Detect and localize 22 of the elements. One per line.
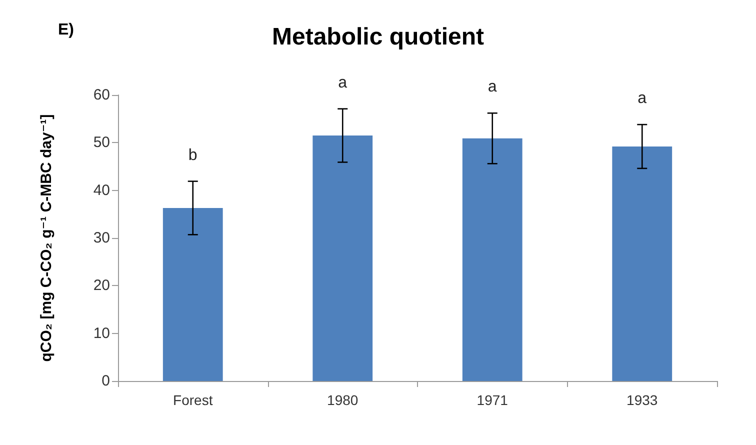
- chart-title: Metabolic quotient: [272, 24, 484, 50]
- annotation: a: [338, 74, 348, 92]
- annotation: a: [638, 90, 647, 108]
- x-tick-label: 1980: [327, 392, 358, 408]
- text: E): [58, 22, 74, 38]
- bar: [462, 138, 522, 381]
- y-axis-title: qCO₂ [mg C-CO₂ g⁻¹ C-MBC day⁻¹]: [38, 114, 55, 362]
- y-tick-label: 30: [93, 230, 110, 246]
- y-tick-label: 20: [93, 277, 110, 294]
- y-tick-label: 50: [93, 134, 110, 152]
- bar: [162, 208, 223, 381]
- y-tick-label: 40: [93, 182, 110, 199]
- y-tick-label: 60: [93, 86, 110, 104]
- bar: [312, 136, 373, 381]
- annotation: b: [188, 146, 198, 164]
- x-tick-label: 1933: [626, 392, 658, 408]
- x-tick-label: Forest: [173, 392, 213, 408]
- y-tick-label: 10: [93, 324, 110, 342]
- x-tick-label: 1971: [476, 392, 508, 408]
- annotation: a: [488, 78, 497, 96]
- bar: [612, 146, 672, 381]
- y-tick-label: 0: [102, 372, 110, 390]
